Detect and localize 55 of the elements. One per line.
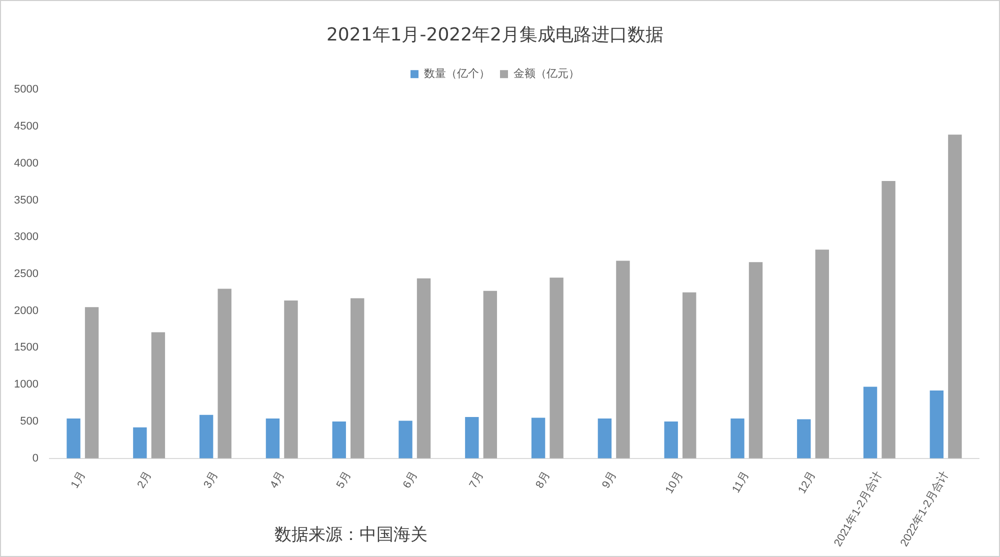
y-tick-label: 5000: [14, 84, 38, 96]
y-tick-label: 1500: [14, 342, 38, 354]
bar: [863, 386, 878, 458]
bar: [531, 418, 546, 458]
bar: [730, 418, 744, 458]
x-tick-label: 1月: [68, 470, 88, 490]
x-tick-label: 3月: [202, 470, 221, 490]
y-tick-label: 2000: [14, 304, 38, 317]
x-tick-label: 6月: [400, 470, 420, 490]
bar: [930, 390, 944, 458]
x-tick-label: 8月: [534, 470, 553, 490]
bar: [882, 181, 896, 458]
bar: [664, 421, 678, 458]
y-tick-label: 4500: [14, 120, 38, 133]
y-tick-label: 3000: [14, 231, 38, 244]
x-tick-label: 11月: [730, 470, 752, 496]
bar: [398, 420, 412, 458]
bar: [815, 250, 829, 458]
y-tick-label: 0: [32, 452, 38, 464]
y-tick-label: 500: [20, 415, 38, 428]
bar: [84, 307, 99, 458]
bar: [948, 134, 962, 458]
x-tick-label: 4月: [268, 470, 288, 490]
y-tick-label: 1000: [14, 378, 38, 391]
bar: [284, 300, 298, 458]
x-tick-label: 9月: [600, 470, 620, 490]
x-tick-label: 10月: [663, 470, 686, 496]
bar: [350, 298, 364, 458]
bar: [465, 417, 479, 458]
bar: [199, 414, 214, 458]
x-tick-label: 5月: [334, 470, 354, 490]
y-tick-label: 2500: [14, 268, 38, 280]
legend-label: 数量（亿个）: [424, 68, 490, 80]
x-tick-label: 7月: [467, 470, 486, 490]
bar: [748, 262, 763, 458]
y-tick-label: 3500: [14, 194, 38, 206]
bar: [483, 290, 498, 458]
source-note: 数据来源：中国海关: [274, 524, 428, 546]
bar: [416, 278, 431, 458]
bar: [133, 427, 147, 458]
x-tick-label: 2月: [135, 470, 154, 490]
y-tick-label: 4000: [14, 157, 38, 170]
bar: [797, 419, 811, 458]
bar: [332, 421, 346, 458]
x-tick-label: 12月: [796, 470, 818, 496]
chart-title: 2021年1月-2022年2月集成电路进口数据: [326, 24, 664, 46]
bar: [266, 418, 280, 458]
bar: [66, 418, 80, 458]
bar: [616, 260, 630, 458]
bar: [151, 332, 166, 458]
bar: [682, 292, 696, 458]
bar: [218, 288, 232, 458]
bar: [598, 418, 612, 458]
legend-label: 金额（亿元）: [514, 67, 580, 80]
bar: [550, 278, 564, 458]
